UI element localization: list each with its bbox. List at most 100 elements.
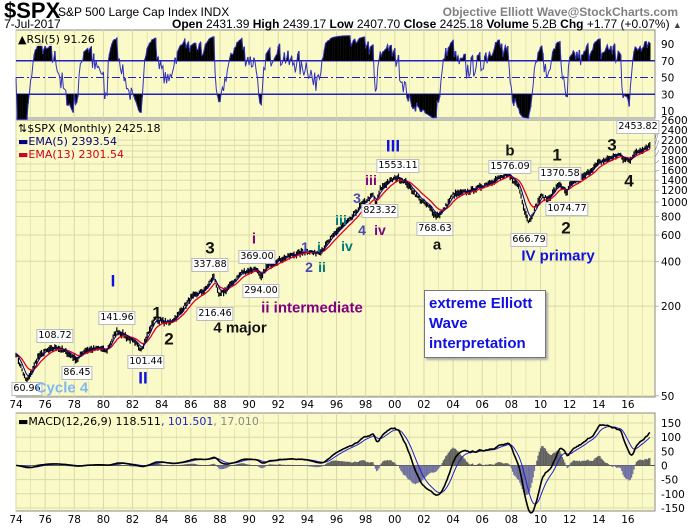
close-label: Close [403, 17, 437, 31]
x-tick-label: 06 [476, 514, 490, 526]
price-label: 108.72 [36, 329, 74, 343]
wave-label: 4 [358, 222, 366, 238]
chg-value: +1.77 (+0.07%) [586, 17, 670, 31]
price-legend: ⇅$SPX (Monthly) 2425.18 [18, 122, 161, 135]
y-tick-label: 1200 [661, 185, 688, 197]
price-label: 1576.09 [488, 160, 532, 174]
x-tick-label: 90 [242, 514, 255, 526]
y-tick-label: 50 [661, 391, 674, 403]
wave-label: IV primary [521, 247, 595, 265]
wave-label: iv [374, 222, 386, 238]
wave-label: i [317, 239, 321, 255]
credit: Objective Elliott Wave@StockCharts.com [442, 5, 678, 19]
price-label: 337.88 [191, 258, 229, 272]
macd-tick-label: -150 [661, 503, 685, 515]
wave-label: 1 [152, 303, 162, 323]
price-label: 141.96 [98, 311, 136, 325]
x-tick-label: 80 [97, 514, 110, 526]
macd-tick-label: 50 [661, 446, 674, 458]
price-panel [15, 119, 656, 398]
rsi-legend: ▲RSI(5) 91.26 [18, 34, 95, 46]
wave-label: 3 [607, 135, 617, 155]
rsi-tick-label: 10 [661, 106, 674, 118]
macd-tick-label: 150 [661, 418, 681, 430]
price-label: 823.32 [361, 204, 399, 218]
x-tick-label: 74 [9, 514, 23, 526]
wave-label: 2 [164, 329, 174, 349]
x-tick-label: 88 [213, 514, 226, 526]
x-tick-label: 96 [330, 514, 344, 526]
price-label: 86.45 [61, 366, 93, 380]
wave-label: 2 [305, 259, 313, 275]
volume-value: 5.2B [532, 17, 557, 31]
wave-label: 3 [205, 238, 215, 258]
wave-label: i [251, 230, 257, 248]
security-name: S&P 500 Large Cap Index INDX [58, 5, 230, 19]
y-tick-label: 400 [661, 256, 681, 268]
wave-label: I [110, 271, 116, 291]
x-tick-label: 96 [330, 399, 344, 411]
y-tick-label: 2600 [661, 115, 688, 127]
wave-label: 2 [561, 218, 571, 238]
up-arrow-icon: ▲ [672, 20, 682, 30]
x-tick-label: 92 [272, 399, 285, 411]
annotation-note: extreme Elliott Wave interpretation [424, 290, 546, 358]
x-tick-label: 16 [621, 399, 635, 411]
x-tick-label: 02 [417, 399, 430, 411]
x-tick-label: 84 [155, 399, 169, 411]
rsi-legend-text: RSI(5) 91.26 [26, 33, 95, 46]
volume-label: Volume [486, 17, 529, 31]
x-tick-label: 82 [126, 514, 139, 526]
wave-label: iii [335, 212, 347, 228]
low-value: 2407.70 [356, 17, 401, 31]
wave-label: II [138, 368, 148, 388]
y-tick-label: 2200 [661, 135, 688, 147]
x-tick-label: 86 [184, 514, 198, 526]
ema5-legend-text: EMA(5) 2393.54 [28, 135, 117, 148]
wave-label: 4 major [213, 319, 267, 337]
x-tick-label: 90 [242, 399, 255, 411]
wave-label: b [505, 142, 515, 160]
y-tick-label: 1400 [661, 175, 688, 187]
ema5-legend: ▬EMA(5) 2393.54 [18, 136, 117, 148]
macd-tick-label: -100 [661, 489, 685, 501]
macd-tick-label: 0 [661, 461, 668, 473]
rsi-tick-label: 90 [661, 39, 674, 51]
x-tick-label: 76 [38, 514, 52, 526]
open-label: Open [172, 17, 203, 31]
area-icon: ▲ [18, 33, 27, 46]
x-tick-label: 12 [563, 399, 576, 411]
line-icon: ▬ [18, 135, 29, 148]
price-legend-text: $SPX (Monthly) 2425.18 [27, 122, 161, 135]
x-tick-label: 88 [213, 399, 226, 411]
y-tick-label: 1600 [661, 165, 688, 177]
ema5-line [15, 145, 651, 377]
price-label: 1370.58 [538, 167, 582, 181]
macd-tick-label: -50 [661, 475, 678, 487]
wave-label: 1 [301, 239, 309, 255]
x-tick-label: 00 [388, 399, 401, 411]
price-label: 2453.82 [616, 120, 660, 134]
y-tick-label: 800 [661, 211, 681, 223]
price-label: 369.00 [238, 250, 276, 264]
y-tick-label: 600 [661, 230, 681, 242]
chg-label: Chg [560, 17, 584, 31]
x-tick-label: 12 [563, 514, 576, 526]
price-label: 1074.77 [545, 202, 589, 216]
x-tick-label: 80 [97, 399, 110, 411]
rsi-tick-label: 70 [661, 56, 674, 68]
wave-label: 4 [624, 171, 634, 191]
ema13-legend: ▬EMA(13) 2301.54 [18, 149, 124, 161]
wave-label: ii intermediate [261, 299, 363, 317]
rsi-line [15, 35, 651, 120]
tick-leader [654, 169, 660, 172]
x-tick-label: 14 [592, 514, 606, 526]
wave-label: III [385, 136, 401, 156]
x-tick-label: 76 [38, 399, 52, 411]
date: 7-Jul-2017 [4, 17, 61, 31]
x-tick-label: 16 [621, 514, 635, 526]
ema13-line [15, 148, 651, 371]
y-tick-label: 2000 [661, 145, 688, 157]
low-label: Low [329, 17, 354, 31]
